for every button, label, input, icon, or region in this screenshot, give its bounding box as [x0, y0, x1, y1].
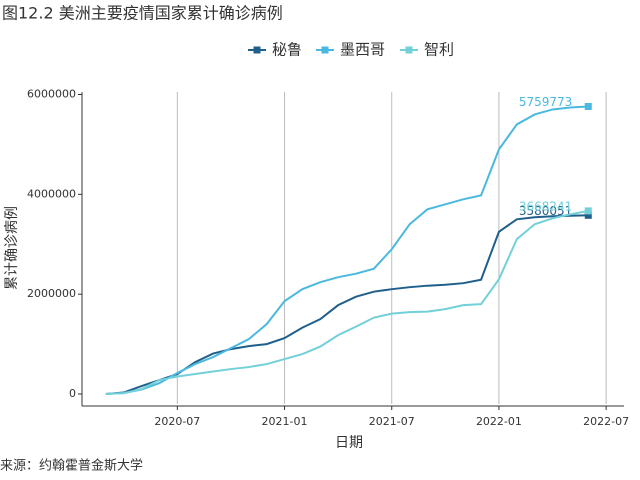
legend-marker [405, 46, 413, 54]
legend-label: 智利 [424, 41, 454, 59]
end-label: 3580051 [519, 204, 572, 218]
legend-marker [321, 46, 329, 54]
y-tick-label: 0 [69, 387, 76, 400]
end-label: 5759773 [519, 95, 572, 109]
x-axis-label: 日期 [335, 435, 363, 451]
x-tick-label: 2021-07 [369, 415, 415, 428]
x-tick-label: 2021-01 [262, 415, 308, 428]
x-tick-label: 2020-07 [154, 415, 200, 428]
chart-title: 图12.2 美洲主要疫情国家累计确诊病例 [2, 4, 283, 23]
legend-marker [253, 46, 261, 54]
y-tick-label: 6000000 [27, 87, 76, 100]
end-marker [584, 207, 592, 215]
x-tick-label: 2022-01 [476, 415, 522, 428]
legend-label: 墨西哥 [340, 41, 385, 59]
end-marker [584, 211, 592, 219]
y-axis-label: 累计确诊病例 [4, 206, 20, 290]
end-label: 3668241 [519, 199, 572, 213]
legend-label: 秘鲁 [272, 41, 302, 59]
y-tick-label: 2000000 [27, 287, 76, 300]
series-line [105, 209, 589, 395]
series-line [105, 105, 589, 395]
source: 来源：约翰霍普金斯大学 [0, 458, 143, 474]
end-marker [584, 102, 592, 110]
x-tick-label: 2022-07 [583, 415, 629, 428]
y-tick-label: 4000000 [27, 187, 76, 200]
